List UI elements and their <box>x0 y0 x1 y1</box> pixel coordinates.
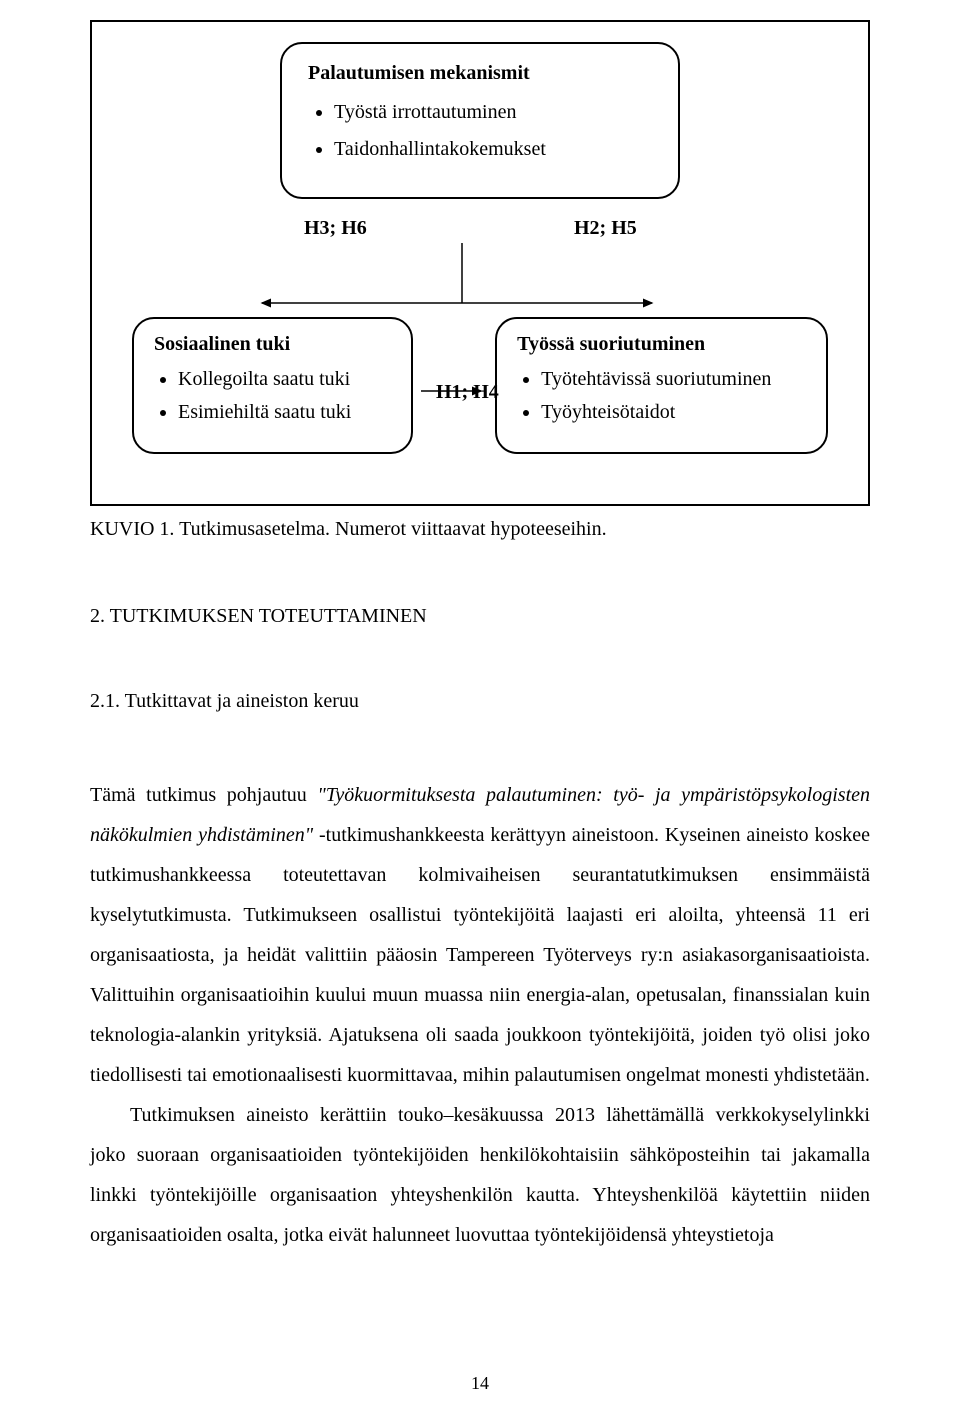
right-node-title: Työssä suoriutuminen <box>517 333 806 356</box>
sub-heading: 2.1. Tutkittavat ja aineiston keruu <box>90 690 870 713</box>
list-item: Työyhteisötaidot <box>541 401 806 424</box>
left-node-title: Sosiaalinen tuki <box>154 333 391 356</box>
right-node: Työssä suoriutuminen Työtehtävissä suori… <box>495 317 828 454</box>
para1-suffix: -tutkimushankkeesta kerättyyn aineistoon… <box>90 824 870 1086</box>
top-node: Palautumisen mekanismit Työstä irrottaut… <box>280 42 680 199</box>
label-h2-h5: H2; H5 <box>574 217 637 240</box>
page-number: 14 <box>471 1373 489 1394</box>
paragraph-1: Tämä tutkimus pohjautuu "Työkuormitukses… <box>90 775 870 1095</box>
figure-caption: KUVIO 1. Tutkimusasetelma. Numerot viitt… <box>90 518 870 541</box>
list-item: Taidonhallintakokemukset <box>334 138 652 161</box>
arrows-svg <box>132 243 832 313</box>
left-node: Sosiaalinen tuki Kollegoilta saatu tuki … <box>132 317 413 454</box>
top-node-list: Työstä irrottautuminen Taidonhallintakok… <box>334 101 652 161</box>
right-node-list: Työtehtävissä suoriutuminen Työyhteisöta… <box>541 368 806 424</box>
hypothesis-labels-row: H3; H6 H2; H5 <box>132 217 828 239</box>
list-item: Työstä irrottautuminen <box>334 101 652 124</box>
list-item: Kollegoilta saatu tuki <box>178 368 391 391</box>
bottom-row: Sosiaalinen tuki Kollegoilta saatu tuki … <box>132 317 828 454</box>
diagram-frame: Palautumisen mekanismit Työstä irrottaut… <box>90 20 870 506</box>
para1-prefix: Tämä tutkimus pohjautuu <box>90 784 317 806</box>
label-h3-h6: H3; H6 <box>304 217 367 240</box>
section-heading: 2. TUTKIMUKSEN TOTEUTTAMINEN <box>90 605 870 628</box>
list-item: Esimiehiltä saatu tuki <box>178 401 391 424</box>
left-node-list: Kollegoilta saatu tuki Esimiehiltä saatu… <box>178 368 391 424</box>
paragraph-2: Tutkimuksen aineisto kerättiin touko–kes… <box>90 1095 870 1255</box>
top-node-title: Palautumisen mekanismit <box>308 62 652 85</box>
label-h1-h4: H1; H4 <box>436 381 499 404</box>
list-item: Työtehtävissä suoriutuminen <box>541 368 806 391</box>
